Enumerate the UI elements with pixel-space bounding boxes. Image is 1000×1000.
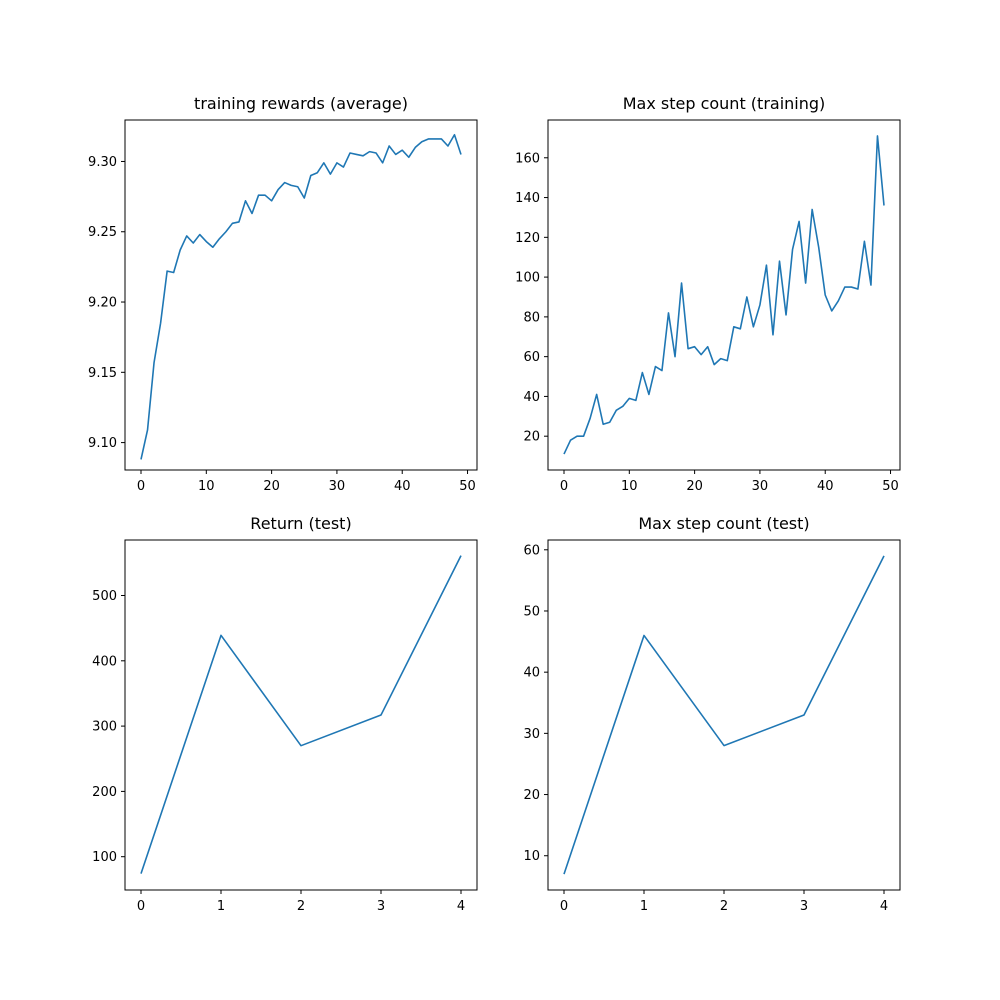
- y-tick-label: 80: [523, 310, 540, 325]
- y-tick-label: 60: [523, 543, 540, 558]
- chart-max-step-count-test: Max step count (test) 0 1 2 3 4 10 20 30 40 50 60: [523, 514, 901, 914]
- x-tick-label: 4: [457, 899, 465, 914]
- x-tick-label: 0: [137, 899, 145, 914]
- y-tick-label: 9.25: [88, 225, 117, 240]
- y-tick-label: 9.20: [88, 296, 117, 311]
- y-tick-label: 500: [92, 589, 117, 604]
- y-tick-label: 400: [92, 654, 117, 669]
- plot-area: 0 10 20 30 40 50 9.10 9.15 9.20 9.25 9.30: [88, 119, 478, 494]
- y-tick-label: 9.15: [88, 366, 117, 381]
- x-tick-label: 2: [297, 899, 305, 914]
- x-tick-label: 0: [560, 479, 568, 494]
- y-tick-label: 9.30: [88, 155, 117, 170]
- y-tick-label: 160: [515, 151, 540, 166]
- plot-area: 0 1 2 3 4 100 200 300 400 500: [92, 539, 478, 914]
- chart-title: Max step count (test): [638, 514, 810, 533]
- y-tick-label: 10: [523, 849, 540, 864]
- plot-area: 0 1 2 3 4 10 20 30 40 50 60: [523, 539, 901, 914]
- x-tick-label: 3: [377, 899, 385, 914]
- y-tick-label: 140: [515, 191, 540, 206]
- y-tick-label: 40: [523, 666, 540, 681]
- y-tick-label: 100: [92, 850, 117, 865]
- x-tick-label: 4: [880, 899, 888, 914]
- x-tick-label: 50: [459, 479, 476, 494]
- plot-area: 0 10 20 30 40 50 20 40 60 80 100 120 140 160: [515, 119, 901, 494]
- x-tick-label: 40: [817, 479, 834, 494]
- y-tick-label: 40: [523, 390, 540, 405]
- y-tick-label: 200: [92, 785, 117, 800]
- data-line: [140, 555, 462, 874]
- axes-frame: [124, 539, 478, 891]
- y-tick-label: 100: [515, 271, 540, 286]
- x-tick-label: 50: [882, 479, 899, 494]
- chart-title: Max step count (training): [622, 94, 826, 113]
- x-tick-label: 20: [686, 479, 703, 494]
- y-tick-label: 20: [523, 788, 540, 803]
- y-tick-label: 30: [523, 727, 540, 742]
- x-tick-label: 1: [217, 899, 225, 914]
- x-tick-label: 0: [560, 899, 568, 914]
- y-tick-label: 300: [92, 720, 117, 735]
- axes-frame: [124, 119, 478, 471]
- chart-return-test: Return (test) 0 1 2 3 4 100 200 300 400 500: [92, 514, 478, 914]
- y-tick-label: 50: [523, 604, 540, 619]
- chart-training-rewards: training rewards (average) 0 10 20 30 40 50 9.…: [88, 94, 478, 494]
- x-tick-label: 1: [640, 899, 648, 914]
- x-tick-label: 3: [800, 899, 808, 914]
- axes-frame: [547, 119, 901, 471]
- chart-title: training rewards (average): [194, 94, 408, 113]
- x-tick-label: 10: [198, 479, 215, 494]
- chart-title: Return (test): [250, 514, 352, 533]
- y-tick-label: 9.10: [88, 436, 117, 451]
- data-line: [563, 555, 885, 875]
- y-tick-label: 20: [523, 430, 540, 445]
- axes-frame: [547, 539, 901, 891]
- x-tick-label: 10: [621, 479, 638, 494]
- x-tick-label: 20: [263, 479, 280, 494]
- x-tick-label: 40: [394, 479, 411, 494]
- x-tick-label: 30: [752, 479, 769, 494]
- x-tick-label: 30: [329, 479, 346, 494]
- x-tick-label: 2: [720, 899, 728, 914]
- y-tick-label: 60: [523, 350, 540, 365]
- data-line: [140, 133, 462, 460]
- chart-max-step-count-training: Max step count (training) 0 10 20 30 40 50 20 4…: [515, 94, 901, 494]
- data-line: [563, 135, 885, 455]
- y-tick-label: 120: [515, 231, 540, 246]
- x-tick-label: 0: [137, 479, 145, 494]
